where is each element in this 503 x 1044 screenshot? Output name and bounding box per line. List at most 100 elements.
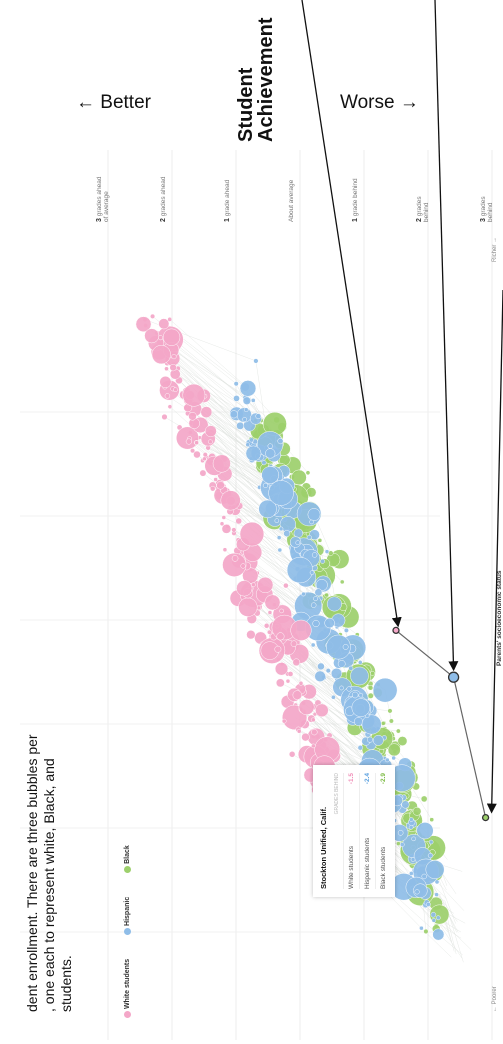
- bubble-hispanic[interactable]: [317, 662, 325, 671]
- bubble-white[interactable]: [171, 354, 177, 360]
- bubble-black[interactable]: [367, 685, 374, 691]
- bubble-white[interactable]: [288, 751, 296, 758]
- bubble-hispanic[interactable]: [258, 499, 277, 519]
- bubble-white[interactable]: [167, 316, 173, 322]
- bubble-white[interactable]: [311, 743, 316, 749]
- bubble-white[interactable]: [208, 439, 213, 445]
- bubble-hispanic[interactable]: [253, 358, 259, 364]
- bubble-white[interactable]: [213, 477, 218, 482]
- bubble-hispanic[interactable]: [242, 417, 247, 422]
- bubble-white[interactable]: [238, 597, 258, 617]
- bubble-hispanic[interactable]: [419, 925, 424, 931]
- bubble-white[interactable]: [221, 524, 232, 534]
- bubble-hispanic[interactable]: [410, 857, 416, 862]
- bubble-white[interactable]: [222, 547, 228, 552]
- bubble-white[interactable]: [267, 610, 273, 615]
- bubble-white[interactable]: [236, 580, 253, 597]
- bubble-white[interactable]: [159, 375, 172, 389]
- bubble-white[interactable]: [298, 680, 304, 686]
- bubble-hispanic[interactable]: [229, 410, 238, 419]
- bubble-white[interactable]: [212, 454, 231, 473]
- bubble-white[interactable]: [287, 671, 294, 677]
- bubble-white[interactable]: [216, 481, 225, 490]
- bubble-white[interactable]: [185, 438, 192, 445]
- bubble-hispanic[interactable]: [428, 839, 434, 845]
- bubble-hispanic[interactable]: [311, 552, 318, 558]
- bubble-hispanic[interactable]: [295, 540, 301, 546]
- bubble-white[interactable]: [222, 552, 247, 577]
- bubble-hispanic[interactable]: [326, 596, 342, 612]
- bubble-white[interactable]: [202, 456, 207, 462]
- bubble-black[interactable]: [317, 538, 323, 543]
- bubble-white[interactable]: [301, 732, 310, 742]
- bubble-hispanic[interactable]: [245, 442, 250, 447]
- highlight-point[interactable]: [392, 626, 400, 635]
- bubble-hispanic[interactable]: [427, 852, 434, 859]
- bubble-white[interactable]: [164, 366, 169, 372]
- bubble-hispanic[interactable]: [277, 547, 283, 553]
- bubble-white[interactable]: [267, 629, 272, 635]
- bubble-white[interactable]: [274, 662, 289, 676]
- bubble-hispanic[interactable]: [261, 460, 267, 466]
- bubble-black[interactable]: [305, 470, 311, 476]
- bubble-hispanic[interactable]: [314, 670, 326, 682]
- bubble-hispanic[interactable]: [267, 443, 273, 449]
- bubble-hispanic[interactable]: [346, 686, 352, 692]
- bubble-hispanic[interactable]: [310, 642, 316, 648]
- bubble-white[interactable]: [276, 632, 285, 641]
- bubble-white[interactable]: [144, 328, 160, 344]
- bubble-white[interactable]: [240, 563, 246, 569]
- bubble-hispanic[interactable]: [434, 892, 439, 897]
- bubble-hispanic[interactable]: [351, 698, 371, 717]
- bubble-hispanic[interactable]: [309, 529, 320, 541]
- bubble-hispanic[interactable]: [278, 526, 284, 532]
- bubble-hispanic[interactable]: [313, 596, 319, 602]
- bubble-hispanic[interactable]: [250, 398, 256, 403]
- bubble-hispanic[interactable]: [242, 396, 252, 405]
- bubble-white[interactable]: [164, 393, 171, 399]
- bubble-hispanic[interactable]: [401, 800, 410, 809]
- bubble-hispanic[interactable]: [385, 757, 390, 763]
- bubble-white[interactable]: [231, 555, 239, 562]
- highlight-point[interactable]: [447, 671, 460, 683]
- bubble-black[interactable]: [429, 817, 435, 822]
- bubble-hispanic[interactable]: [312, 619, 320, 628]
- bubble-white[interactable]: [257, 576, 274, 594]
- bubble-white[interactable]: [219, 521, 225, 526]
- bubble-hispanic[interactable]: [430, 911, 437, 918]
- bubble-white[interactable]: [150, 313, 156, 319]
- bubble-white[interactable]: [169, 363, 177, 372]
- bubble-hispanic[interactable]: [434, 879, 440, 885]
- bubble-white[interactable]: [298, 699, 315, 716]
- bubble-hispanic[interactable]: [361, 714, 382, 735]
- bubble-white[interactable]: [283, 582, 289, 589]
- bubble-hispanic[interactable]: [331, 694, 336, 700]
- bubble-hispanic[interactable]: [243, 407, 249, 413]
- bubble-hispanic[interactable]: [366, 736, 374, 743]
- bubble-white[interactable]: [231, 527, 237, 533]
- bubble-white[interactable]: [182, 383, 206, 407]
- bubble-white[interactable]: [162, 328, 181, 346]
- bubble-hispanic[interactable]: [414, 889, 420, 895]
- bubble-white[interactable]: [220, 490, 241, 511]
- bubble-white[interactable]: [221, 515, 227, 520]
- bubble-hispanic[interactable]: [357, 660, 363, 665]
- bubble-white[interactable]: [135, 316, 152, 333]
- bubble-white[interactable]: [199, 469, 207, 477]
- bubble-white[interactable]: [204, 425, 217, 438]
- bubble-hispanic[interactable]: [372, 677, 398, 703]
- bubble-white[interactable]: [296, 728, 302, 734]
- bubble-white[interactable]: [210, 485, 216, 492]
- bubble-black[interactable]: [420, 795, 428, 803]
- bubble-white[interactable]: [235, 517, 243, 525]
- bubble-hispanic[interactable]: [276, 535, 282, 540]
- bubble-hispanic[interactable]: [309, 519, 314, 525]
- bubble-white[interactable]: [311, 728, 318, 736]
- bubble-hispanic[interactable]: [265, 448, 276, 459]
- bubble-hispanic[interactable]: [339, 685, 344, 691]
- bubble-hispanic[interactable]: [248, 437, 255, 443]
- bubble-hispanic[interactable]: [408, 871, 414, 876]
- bubble-black[interactable]: [423, 928, 429, 935]
- bubble-hispanic[interactable]: [309, 570, 315, 575]
- bubble-hispanic[interactable]: [325, 668, 331, 674]
